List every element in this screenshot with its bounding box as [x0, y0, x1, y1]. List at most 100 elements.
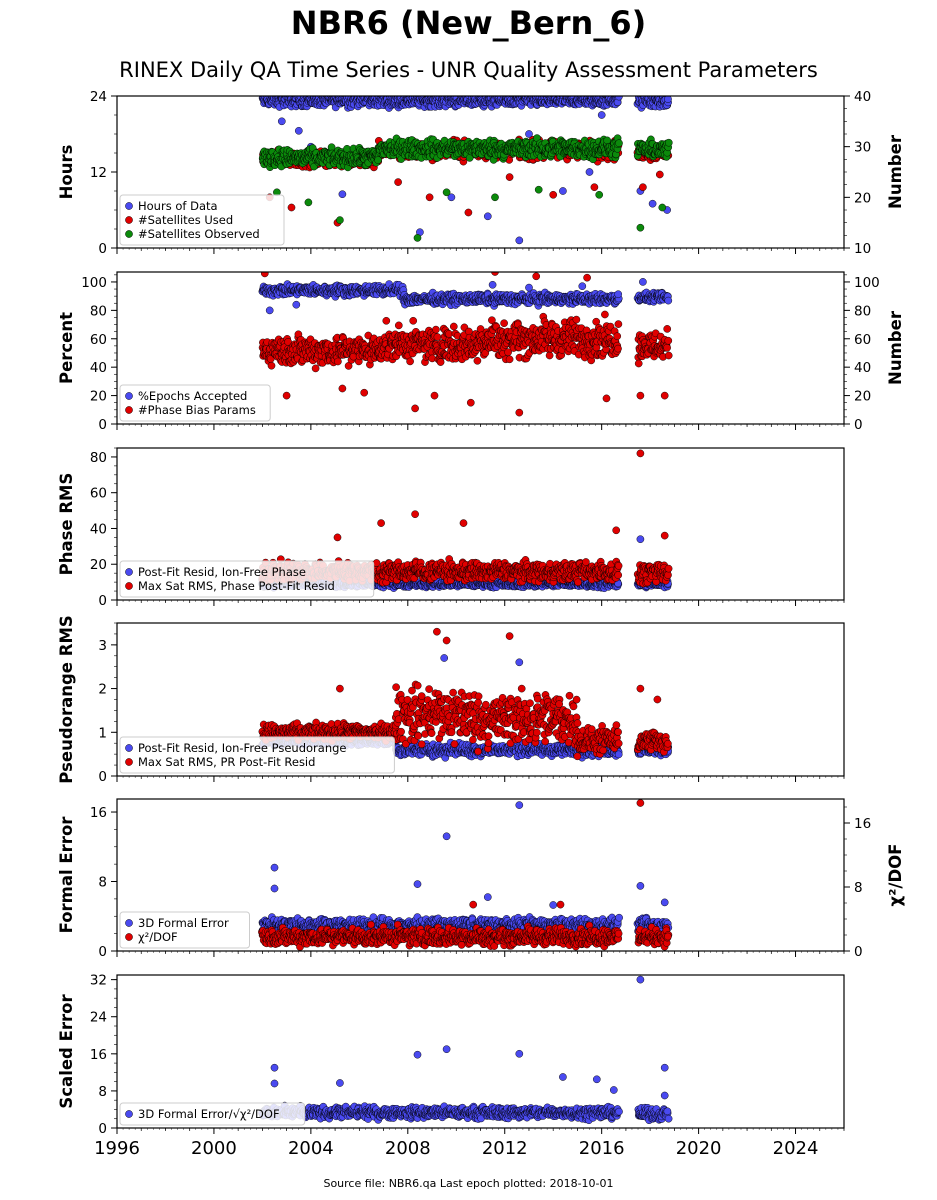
data-point-outlier [466, 398, 475, 407]
legend: %Epochs Accepted#Phase Bias Params [119, 384, 271, 422]
data-point [409, 316, 418, 325]
data-point [406, 357, 414, 366]
data-point-outlier [534, 185, 543, 194]
data-point-outlier [425, 193, 434, 202]
data-point-outlier [338, 190, 347, 199]
data-point-outlier [590, 183, 599, 192]
data-point [311, 364, 320, 373]
legend-marker [125, 392, 133, 400]
data-point [614, 344, 622, 353]
series-3 [258, 134, 673, 242]
data-point-outlier [282, 391, 291, 400]
data-point-outlier [464, 208, 473, 217]
data-point-outlier [442, 188, 451, 197]
legend-label: #Satellites Observed [138, 227, 260, 241]
data-point [613, 332, 622, 341]
data-point-outlier [655, 170, 664, 179]
data-point [436, 358, 445, 366]
data-point-outlier [483, 212, 492, 221]
data-point [505, 355, 514, 364]
y-tick-label: 0 [98, 241, 107, 257]
data-point-outlier [648, 199, 657, 208]
y-tick-label-right: 80 [854, 303, 871, 319]
series-1 [258, 96, 672, 245]
data-point-outlier [660, 391, 669, 400]
legend-marker [125, 202, 133, 210]
data-point [664, 351, 673, 360]
legend-label: #Satellites Used [138, 213, 233, 227]
data-point-outlier [515, 236, 524, 245]
y-axis-label: Percent [57, 312, 76, 384]
data-point [615, 139, 623, 148]
y-tick-label-right: 40 [854, 89, 871, 105]
y-tick-label: 0 [98, 417, 107, 433]
y-tick-label: 60 [90, 332, 107, 348]
data-point-outlier [583, 273, 591, 282]
y-tick-label-right: 20 [854, 389, 871, 405]
data-point-outlier [265, 306, 274, 315]
data-point-outlier [411, 404, 419, 413]
data-point-outlier [287, 203, 296, 212]
data-point [601, 310, 609, 319]
data-point-outlier [336, 216, 344, 224]
data-point-outlier [532, 272, 541, 281]
data-point [614, 320, 623, 328]
data-point-outlier [595, 190, 604, 199]
data-point-outlier [597, 111, 606, 119]
data-point-outlier [602, 394, 611, 403]
data-point-outlier [505, 173, 514, 181]
data-point [374, 156, 382, 164]
legend-label: %Epochs Accepted [138, 389, 247, 403]
y-axis-label: Hours [57, 144, 76, 199]
data-point [432, 325, 440, 334]
y-tick-label: 80 [90, 303, 107, 319]
data-point-outlier [658, 203, 667, 212]
y-tick-label-right: 0 [854, 417, 863, 433]
y-tick-label-right: 30 [854, 140, 871, 156]
data-point [663, 343, 671, 352]
y-tick-label: 20 [90, 389, 107, 405]
y-axis-label-right: Number [886, 134, 905, 209]
y-tick-label: 24 [90, 89, 107, 105]
data-point-outlier [585, 168, 594, 176]
data-point [334, 357, 342, 366]
data-point [394, 321, 403, 330]
data-point-outlier [578, 282, 587, 291]
data-point-outlier [294, 126, 303, 135]
data-points [258, 96, 673, 245]
data-point [433, 333, 442, 341]
y-tick-label: 12 [90, 165, 107, 181]
data-point-outlier [515, 408, 524, 417]
y-axis-label-right: Number [886, 310, 905, 385]
data-point-outlier [636, 391, 645, 400]
data-point [267, 361, 276, 370]
y-tick-label: 100 [81, 275, 107, 291]
legend-marker [125, 216, 133, 224]
y-tick-label-right: 20 [854, 190, 871, 206]
data-point [603, 136, 612, 145]
data-point-outlier [430, 391, 439, 400]
legend-label: #Phase Bias Params [138, 403, 256, 417]
data-point-outlier [636, 223, 645, 232]
figure-subtitle: RINEX Daily QA Time Series - UNR Quality… [119, 58, 818, 82]
y-tick-label-right: 100 [854, 275, 880, 291]
data-point-outlier [559, 187, 567, 195]
data-point-outlier [639, 278, 647, 286]
data-point-outlier [260, 272, 269, 278]
data-point [664, 138, 673, 147]
figure-title: NBR6 (New_Bern_6) [290, 4, 647, 42]
data-point-outlier [488, 280, 497, 289]
data-point [663, 96, 667, 97]
data-point [473, 356, 482, 365]
y-tick-label-right: 40 [854, 360, 871, 376]
data-point-outlier [277, 117, 286, 126]
data-point-outlier [304, 198, 313, 207]
data-point-outlier [525, 283, 533, 292]
data-point [445, 330, 453, 338]
legend: Hours of Data#Satellites Used#Satellites… [119, 194, 285, 246]
legend-label: Hours of Data [138, 199, 218, 213]
legend-marker [125, 406, 133, 414]
data-point-outlier [394, 178, 402, 186]
